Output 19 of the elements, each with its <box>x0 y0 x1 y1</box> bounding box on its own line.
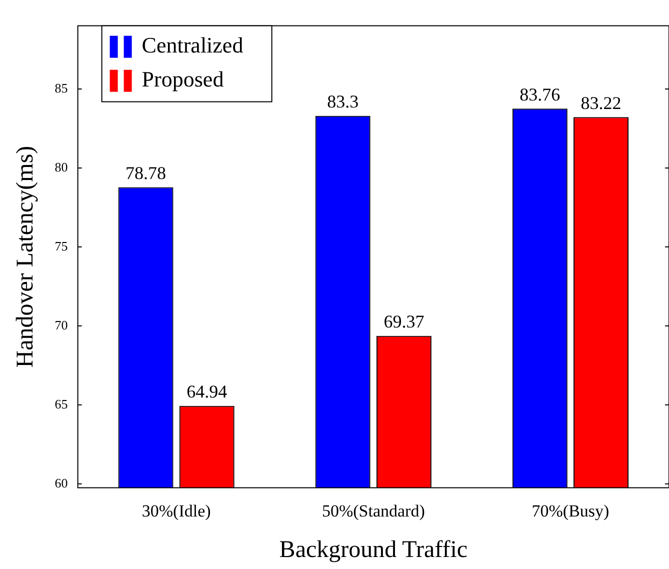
x-axis-title: Background Traffic <box>279 536 468 563</box>
y-tick-label: 60 <box>54 475 68 490</box>
legend-label: Centralized <box>142 32 244 58</box>
y-tick-label: 80 <box>54 159 68 174</box>
data-label: 83.76 <box>520 84 560 104</box>
y-tick-label: 75 <box>54 238 68 254</box>
x-tick-label: 30%(Idle) <box>142 501 211 520</box>
data-label: 83.22 <box>580 92 622 113</box>
y-axis-title: Handover Latency(ms) <box>12 146 39 368</box>
data-label: 64.94 <box>186 382 228 402</box>
data-label: 78.78 <box>126 162 166 183</box>
legend-label: Proposed <box>142 66 224 92</box>
data-label: 83.3 <box>327 92 359 112</box>
y-tick-label: 85 <box>54 80 68 96</box>
x-tick-label: 70%(Busy) <box>532 501 610 520</box>
x-tick-label: 50%(Standard) <box>322 501 425 520</box>
data-label: 69.37 <box>384 312 424 332</box>
y-tick-label: 65 <box>54 396 68 412</box>
y-tick-label: 70 <box>54 317 68 332</box>
